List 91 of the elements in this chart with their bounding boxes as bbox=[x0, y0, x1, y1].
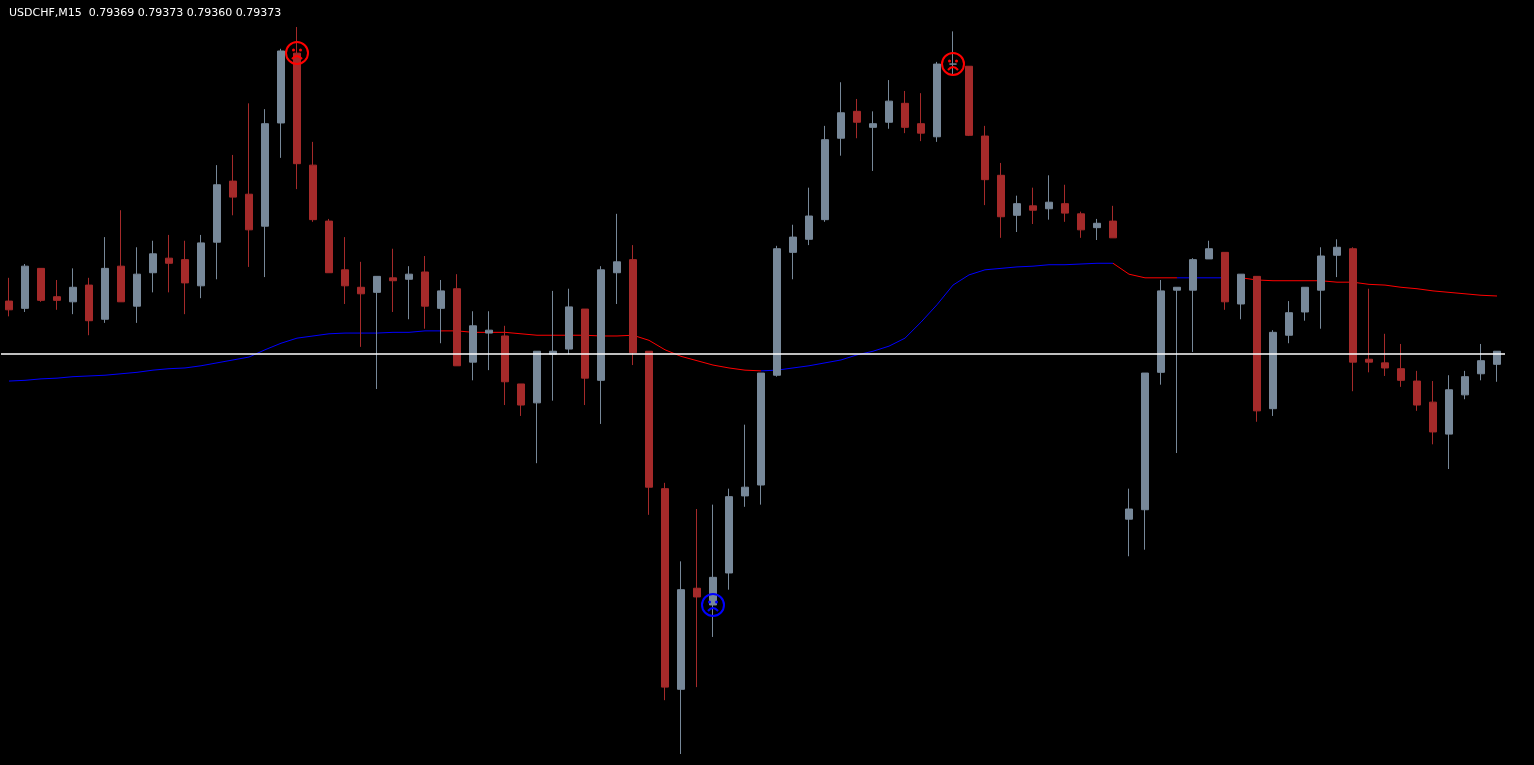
candlestick bbox=[1109, 205, 1117, 239]
candlestick bbox=[1237, 273, 1245, 320]
candlestick bbox=[101, 236, 109, 324]
candlestick bbox=[581, 308, 589, 406]
candlestick bbox=[181, 240, 189, 315]
candlestick bbox=[517, 383, 525, 417]
candlestick bbox=[133, 246, 141, 324]
candlestick bbox=[5, 277, 13, 317]
candlestick bbox=[373, 275, 381, 390]
candlestick bbox=[1221, 251, 1229, 311]
candlestick bbox=[501, 325, 509, 406]
candlestick bbox=[1381, 333, 1389, 377]
candlestick bbox=[1189, 257, 1197, 353]
candlestick bbox=[1301, 286, 1309, 322]
candlestick bbox=[1061, 184, 1069, 223]
candlestick bbox=[1333, 238, 1341, 278]
candlestick bbox=[933, 61, 941, 143]
candlestick bbox=[1125, 488, 1133, 557]
candlestick bbox=[53, 279, 61, 311]
candlestick bbox=[1365, 288, 1373, 373]
candlestick bbox=[1253, 275, 1261, 423]
candlestick bbox=[1349, 246, 1357, 392]
candlestick bbox=[117, 209, 125, 303]
candlestick bbox=[229, 154, 237, 216]
candlestick bbox=[1285, 300, 1293, 344]
candlestick bbox=[421, 255, 429, 330]
candlestick bbox=[1093, 218, 1101, 241]
candlestick bbox=[613, 213, 621, 305]
candlestick bbox=[1157, 279, 1165, 386]
candlestick bbox=[645, 350, 653, 516]
candlestick bbox=[197, 234, 205, 299]
candlestick bbox=[853, 98, 861, 139]
candlestick bbox=[1077, 211, 1085, 239]
candlestick bbox=[677, 560, 685, 755]
candlestick bbox=[485, 310, 493, 371]
candlestick bbox=[917, 92, 925, 142]
candlestick bbox=[309, 141, 317, 223]
candlestick bbox=[741, 424, 749, 508]
candlestick bbox=[69, 267, 77, 315]
candlestick bbox=[597, 265, 605, 425]
candlestick bbox=[1317, 246, 1325, 330]
candlestick bbox=[357, 261, 365, 348]
candlestick bbox=[1013, 195, 1021, 233]
candlestick bbox=[773, 245, 781, 378]
candlestick bbox=[1269, 329, 1277, 417]
candlestick bbox=[1205, 240, 1213, 260]
candlestick bbox=[1045, 174, 1053, 221]
candlestick bbox=[37, 267, 45, 303]
candlestick bbox=[1141, 372, 1149, 551]
candlestick bbox=[21, 263, 29, 313]
candlestick bbox=[1461, 370, 1469, 400]
candlestick bbox=[389, 248, 397, 313]
candlestick bbox=[325, 218, 333, 274]
candlestick bbox=[981, 125, 989, 206]
candlestick bbox=[85, 277, 93, 336]
candlestick bbox=[261, 108, 269, 278]
candlestick bbox=[997, 162, 1005, 239]
candlestick bbox=[1029, 187, 1037, 225]
candlestick bbox=[661, 482, 669, 701]
candlestick bbox=[1477, 343, 1485, 381]
candlestick bbox=[837, 81, 845, 157]
candlestick bbox=[1397, 343, 1405, 388]
candlestick bbox=[437, 279, 445, 344]
candlestick bbox=[725, 488, 733, 591]
candlestick bbox=[805, 187, 813, 246]
candlestick bbox=[245, 102, 253, 268]
candlestick bbox=[901, 90, 909, 134]
candlestick bbox=[453, 273, 461, 367]
candlestick bbox=[533, 350, 541, 464]
candlestick bbox=[469, 310, 477, 381]
candlestick bbox=[693, 508, 701, 688]
chart-title: USDCHF,M15 0.79369 0.79373 0.79360 0.79373 bbox=[9, 6, 282, 19]
candlestick bbox=[1413, 370, 1421, 412]
candlestick bbox=[149, 240, 157, 293]
candlestick bbox=[405, 265, 413, 320]
candlestick bbox=[549, 290, 557, 402]
candlestick bbox=[965, 65, 973, 137]
candlestick bbox=[821, 125, 829, 223]
candlestick bbox=[869, 110, 877, 172]
candlestick bbox=[1173, 286, 1181, 454]
candlestick bbox=[1429, 380, 1437, 445]
candlestick bbox=[277, 48, 285, 159]
candlestick bbox=[341, 236, 349, 305]
candlestick bbox=[757, 372, 765, 506]
candlestick bbox=[885, 79, 893, 130]
candlestick bbox=[165, 234, 173, 293]
candlestick bbox=[789, 224, 797, 280]
candlestick bbox=[213, 164, 221, 280]
candlestick bbox=[629, 244, 637, 366]
candlestick bbox=[1445, 374, 1453, 470]
candlestick bbox=[565, 288, 573, 355]
